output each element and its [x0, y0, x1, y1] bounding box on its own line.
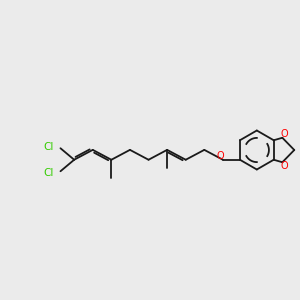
Text: O: O — [280, 129, 288, 139]
Text: Cl: Cl — [43, 142, 54, 152]
Text: O: O — [217, 151, 224, 161]
Text: Cl: Cl — [43, 168, 54, 178]
Text: O: O — [280, 161, 288, 171]
